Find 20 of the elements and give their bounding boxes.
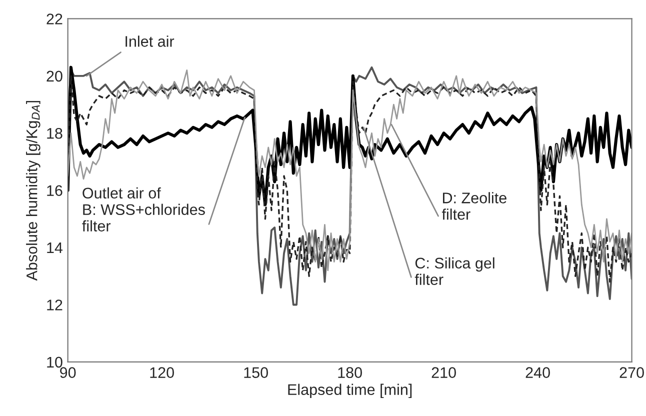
annotation: C: Silica gel filter xyxy=(414,257,494,286)
y-tick-label: 18 xyxy=(47,128,62,139)
y-tick-label: 20 xyxy=(46,70,62,82)
y-tick-label: 12 xyxy=(47,300,62,310)
x-tick-label: 150 xyxy=(244,367,268,378)
y-tick-label: 10 xyxy=(47,356,62,368)
x-tick-label: 270 xyxy=(620,367,644,378)
x-axis-title: Elapsed time [min] xyxy=(288,384,412,398)
y-axis-title: Absolute humidity [g/Kg$_{DA}$] xyxy=(26,100,40,281)
x-tick-label: 240 xyxy=(526,367,550,378)
y-tick-label: 14 xyxy=(47,242,63,254)
x-tick-label: 90 xyxy=(60,367,76,378)
annotation: Outlet air of B: WSS+chlorides filter xyxy=(82,187,205,232)
annotation: Inlet air xyxy=(126,36,174,47)
x-tick-label: 120 xyxy=(150,367,174,378)
y-tick-label: 16 xyxy=(47,185,62,196)
annotation: D: Zeolite filter xyxy=(442,192,506,220)
x-tick-label: 210 xyxy=(432,367,456,378)
y-tick-label: 22 xyxy=(46,14,62,24)
x-tick-label: 180 xyxy=(338,367,362,378)
